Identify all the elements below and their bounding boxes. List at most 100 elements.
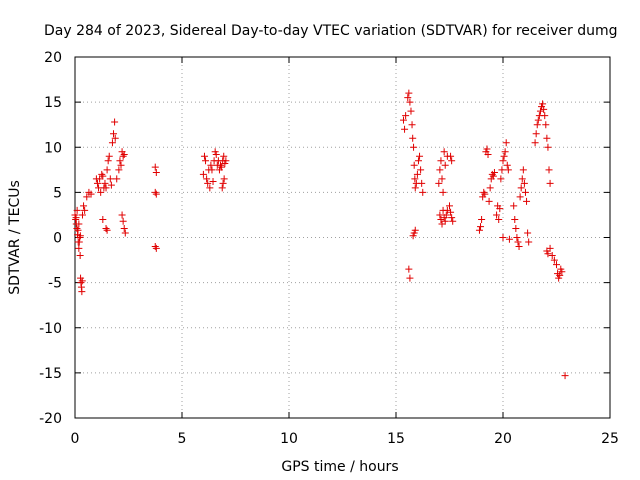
x-tick-label: 5 <box>178 431 187 447</box>
data-point <box>75 244 83 252</box>
data-point <box>531 139 539 147</box>
data-point <box>402 112 410 120</box>
data-point <box>502 139 510 147</box>
data-point <box>504 166 512 174</box>
data-point <box>120 224 128 232</box>
data-point <box>120 150 128 158</box>
data-point <box>489 172 497 180</box>
data-point <box>111 134 119 142</box>
data-points <box>71 89 569 380</box>
data-point <box>441 217 449 225</box>
data-point <box>409 134 417 142</box>
data-point <box>440 148 448 156</box>
x-tick-label: 15 <box>387 431 405 447</box>
data-point <box>545 166 553 174</box>
data-point <box>437 215 445 223</box>
data-point <box>439 188 447 196</box>
data-point <box>99 215 107 223</box>
data-point <box>475 226 483 234</box>
data-point <box>202 157 210 165</box>
x-tick-label: 10 <box>280 431 298 447</box>
data-point <box>540 105 548 113</box>
y-tick-label: -10 <box>39 321 62 337</box>
data-point <box>532 130 540 138</box>
data-point <box>448 214 456 222</box>
data-point <box>519 166 527 174</box>
data-point <box>206 184 214 192</box>
data-point <box>436 166 444 174</box>
data-point <box>517 184 525 192</box>
data-point <box>523 197 531 205</box>
data-point <box>478 215 486 223</box>
data-point <box>499 157 507 165</box>
data-point <box>406 274 414 282</box>
data-point <box>212 150 220 158</box>
data-point <box>448 157 456 165</box>
data-point <box>407 107 415 115</box>
data-point <box>514 238 522 246</box>
data-point <box>447 208 455 216</box>
data-point <box>501 148 509 156</box>
data-point <box>81 206 89 214</box>
data-point <box>80 202 88 210</box>
data-point <box>544 143 552 151</box>
data-point <box>503 161 511 169</box>
data-point <box>436 211 444 219</box>
data-point <box>534 116 542 124</box>
data-point <box>203 175 211 183</box>
data-point <box>218 184 226 192</box>
x-axis-label: GPS time / hours <box>281 459 398 475</box>
data-point <box>480 188 488 196</box>
data-point <box>219 179 227 187</box>
y-tick-labels: 20 15 10 5 0 -5 -10 -15 -20 <box>39 50 62 427</box>
data-point <box>104 157 112 165</box>
data-point <box>220 175 228 183</box>
data-point <box>199 170 207 178</box>
data-point <box>151 188 159 196</box>
data-point <box>512 224 520 232</box>
data-point <box>435 179 443 187</box>
data-point <box>151 163 159 171</box>
data-point <box>405 89 413 97</box>
data-point <box>208 166 216 174</box>
data-point <box>152 169 160 177</box>
data-point <box>485 197 493 205</box>
data-point <box>443 206 451 214</box>
data-point <box>437 157 445 165</box>
data-point <box>98 170 106 178</box>
data-point <box>550 256 558 264</box>
data-point <box>405 265 413 273</box>
data-point <box>414 157 422 165</box>
data-point <box>99 172 107 180</box>
data-point <box>406 98 414 106</box>
data-point <box>518 175 526 183</box>
data-point <box>73 224 81 232</box>
y-tick-label: -5 <box>48 276 62 292</box>
data-point <box>119 217 127 225</box>
data-point <box>108 139 116 147</box>
data-point <box>556 271 564 279</box>
data-point <box>121 229 129 237</box>
data-point <box>548 252 556 260</box>
data-point <box>220 152 228 160</box>
data-point <box>544 250 552 258</box>
grid <box>75 57 610 418</box>
data-point <box>110 130 118 138</box>
data-point <box>515 243 523 251</box>
data-point <box>510 202 518 210</box>
data-point <box>401 125 409 133</box>
data-point <box>152 190 160 198</box>
data-point <box>105 152 113 160</box>
data-point <box>486 184 494 192</box>
data-point <box>546 179 554 187</box>
data-point <box>83 193 91 201</box>
x-tick-label: 20 <box>494 431 512 447</box>
data-point <box>73 206 81 214</box>
data-point <box>542 121 550 129</box>
data-point <box>118 211 126 219</box>
data-point <box>546 244 554 252</box>
data-point <box>493 211 501 219</box>
data-point <box>411 184 419 192</box>
data-point <box>516 193 524 201</box>
